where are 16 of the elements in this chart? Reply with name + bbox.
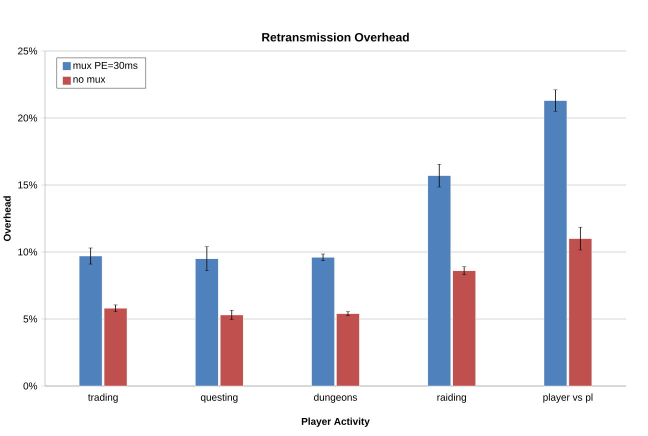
legend-label: mux PE=30ms	[73, 62, 138, 69]
y-tick-label: 0%	[23, 382, 38, 390]
chart-title: Retransmission Overhead	[262, 32, 409, 42]
x-tick-label: questing	[200, 394, 238, 403]
y-tick-label: 5%	[24, 315, 38, 322]
y-axis-title: Overhead	[3, 196, 11, 242]
x-axis-title: Player Activity	[302, 418, 370, 427]
x-tick-label: raiding	[437, 394, 466, 403]
y-tick-label: 25%	[18, 47, 38, 55]
x-tick-label: dungeons	[314, 394, 358, 403]
y-tick-label: 15%	[18, 181, 38, 188]
y-tick-label: 10%	[18, 248, 38, 256]
y-tick-label: 20%	[18, 114, 38, 122]
x-tick-label: player vs pl	[543, 394, 592, 403]
x-tick-label: trading	[88, 394, 118, 403]
legend-label: no mux	[73, 77, 106, 83]
